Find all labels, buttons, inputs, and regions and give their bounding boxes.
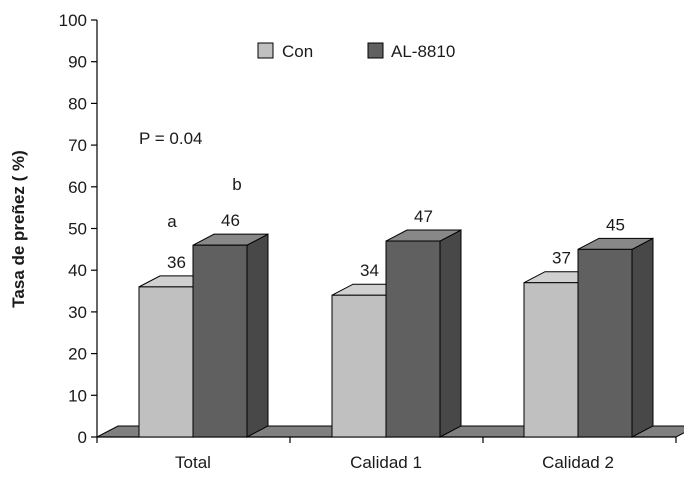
- data-label-al-8810-1: 46: [221, 211, 240, 230]
- y-tick-label-40: 40: [68, 261, 87, 280]
- y-tick-label-10: 10: [68, 386, 87, 405]
- x-tick-label-2: Calidad 1: [350, 453, 422, 472]
- bar-front: [577, 248, 633, 438]
- y-tick-label-90: 90: [68, 53, 87, 72]
- data-label-con-2: 34: [360, 261, 379, 280]
- data-label-al-8810-3: 45: [606, 215, 625, 234]
- bar-side: [439, 229, 462, 438]
- data-labels: 36 46 34 47 37 45: [167, 207, 625, 280]
- y-tick-label-80: 80: [68, 94, 87, 113]
- bar-al-8810-3: [577, 237, 654, 438]
- bar-side: [631, 237, 654, 438]
- bar-front: [385, 240, 441, 438]
- x-tick-label-1: Total: [175, 453, 211, 472]
- bar-front: [138, 286, 194, 438]
- bar-front: [523, 282, 579, 438]
- y-tick-label-30: 30: [68, 303, 87, 322]
- significance-letter-a: a: [167, 212, 177, 231]
- legend-swatch-al-8810: [367, 42, 384, 59]
- data-label-con-1: 36: [167, 253, 186, 272]
- x-tick-label-3: Calidad 2: [542, 453, 614, 472]
- legend-label-al-8810: AL-8810: [391, 42, 455, 61]
- bar-al-8810-1: [192, 233, 269, 438]
- p-value-annotation: P = 0.04: [139, 129, 203, 148]
- y-axis-label: Tasa de preñez ( %): [9, 150, 28, 307]
- data-label-al-8810-2: 47: [414, 207, 433, 226]
- y-tick-label-100: 100: [59, 11, 87, 30]
- bars: [138, 229, 654, 438]
- bar-front: [192, 244, 248, 438]
- y-axis: 0 10 20 30 40 50 60 70 80 90 100 Total Calidad 1 Cali…: [59, 11, 677, 472]
- legend-swatch-con: [257, 42, 274, 59]
- significance-letter-b: b: [232, 175, 241, 194]
- y-tick-label-60: 60: [68, 178, 87, 197]
- legend-label-con: Con: [282, 42, 313, 61]
- legend: Con AL-8810: [257, 42, 455, 61]
- bar-front: [331, 294, 387, 438]
- y-tick-label-50: 50: [68, 220, 87, 239]
- bar-side: [246, 233, 269, 438]
- bar-al-8810-2: [385, 229, 462, 438]
- y-tick-label-20: 20: [68, 345, 87, 364]
- y-tick-label-70: 70: [68, 136, 87, 155]
- data-label-con-3: 37: [552, 249, 571, 268]
- y-tick-label-0: 0: [78, 428, 87, 447]
